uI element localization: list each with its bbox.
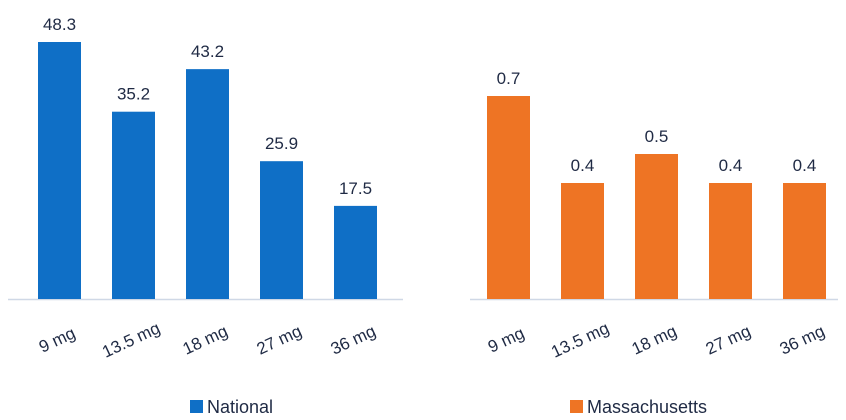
legend-swatch xyxy=(570,400,583,413)
bar xyxy=(186,69,229,299)
x-tick-label: 18 mg xyxy=(629,321,680,358)
x-tick-label: 18 mg xyxy=(180,321,231,358)
x-tick-label: 27 mg xyxy=(254,321,305,358)
legend-swatch xyxy=(190,400,203,413)
chart-panel-1: 0.7 9 mg 0.4 13.5 mg 0.5 18 mg 0.4 27 mg 0.4 36 m… xyxy=(470,69,838,417)
bar xyxy=(38,42,81,299)
bar xyxy=(783,183,826,299)
bar xyxy=(635,154,678,299)
data-label: 17.5 xyxy=(339,179,372,198)
data-label: 0.4 xyxy=(793,156,817,175)
data-label: 43.2 xyxy=(191,42,224,61)
data-label: 0.5 xyxy=(645,127,669,146)
legend-label: National xyxy=(207,397,273,417)
x-tick-label: 9 mg xyxy=(485,323,527,356)
chart-panel-0: 48.3 9 mg 35.2 13.5 mg 43.2 18 mg 25.9 27 mg 17.… xyxy=(8,15,403,417)
legend-label: Massachusetts xyxy=(587,397,707,417)
data-label: 0.4 xyxy=(571,156,595,175)
x-tick-label: 9 mg xyxy=(36,323,78,356)
bar xyxy=(112,111,155,299)
legend: National xyxy=(190,397,273,417)
data-label: 48.3 xyxy=(43,15,76,34)
x-tick-label: 36 mg xyxy=(777,321,828,358)
data-label: 25.9 xyxy=(265,134,298,153)
data-label: 0.4 xyxy=(719,156,743,175)
bar xyxy=(334,205,377,299)
data-label: 0.7 xyxy=(497,69,521,88)
x-tick-label: 36 mg xyxy=(328,321,379,358)
data-label: 35.2 xyxy=(117,85,150,104)
bar xyxy=(561,183,604,299)
x-tick-label: 27 mg xyxy=(703,321,754,358)
bar xyxy=(260,161,303,299)
bar xyxy=(709,183,752,299)
x-tick-label: 13.5 mg xyxy=(99,318,163,361)
bar xyxy=(487,96,530,299)
x-tick-label: 13.5 mg xyxy=(548,318,612,361)
legend: Massachusetts xyxy=(570,397,707,417)
